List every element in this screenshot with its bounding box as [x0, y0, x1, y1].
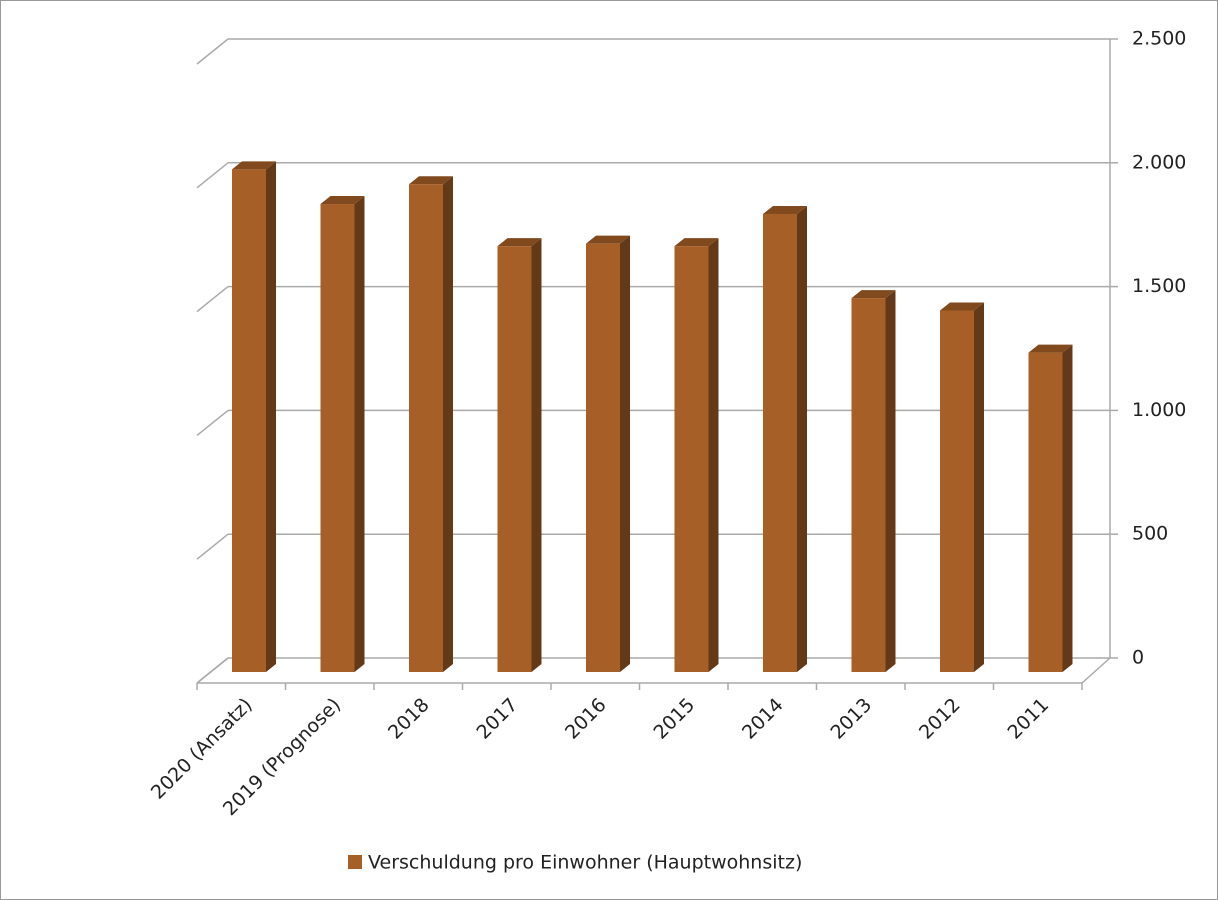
- legend-swatch: [348, 855, 362, 869]
- bar-top: [940, 302, 984, 311]
- bar: [674, 238, 719, 673]
- bar-top: [763, 205, 807, 214]
- bar-side: [443, 176, 453, 672]
- bar-front: [497, 246, 532, 673]
- bar-front: [674, 246, 709, 673]
- bar: [763, 205, 807, 672]
- bar: [586, 235, 630, 673]
- y-tick-label: 1.500: [1132, 275, 1186, 297]
- bar-front: [940, 310, 974, 672]
- grid-line-side: [196, 533, 229, 560]
- bar-side: [531, 238, 542, 673]
- y-tick-label: 0: [1132, 647, 1144, 669]
- bar-top: [1028, 344, 1073, 353]
- grid-line-side: [196, 38, 229, 65]
- bar: [497, 238, 542, 673]
- grid-line-side: [196, 409, 229, 436]
- bar: [320, 196, 365, 672]
- bar-top: [320, 196, 365, 205]
- bar-top: [232, 161, 276, 170]
- bar-side: [266, 161, 276, 672]
- bar-top: [497, 238, 542, 247]
- bar-top: [586, 235, 630, 244]
- bar-front: [586, 243, 620, 673]
- y-tick-label: 2.500: [1132, 28, 1186, 50]
- bar-side: [1062, 344, 1073, 672]
- bar: [232, 161, 276, 672]
- bar-side: [974, 302, 984, 672]
- bar-side: [885, 290, 896, 672]
- bar-top: [409, 176, 453, 185]
- bar-side: [797, 205, 807, 672]
- bar-front: [1028, 352, 1063, 672]
- bar-side: [708, 238, 719, 673]
- bar: [851, 290, 896, 672]
- grid-line-side: [196, 657, 229, 684]
- bar: [940, 302, 984, 672]
- floor-side: [1081, 657, 1111, 684]
- grid-line-side: [196, 286, 229, 313]
- bar: [1028, 344, 1073, 672]
- bar-top: [674, 238, 719, 247]
- bar-side: [620, 235, 630, 673]
- bar-front: [763, 213, 797, 672]
- bar-front: [320, 204, 355, 672]
- bar-front: [851, 298, 886, 672]
- y-tick-label: 2.000: [1132, 151, 1186, 173]
- y-tick-label: 500: [1132, 523, 1168, 545]
- grid-line-side: [196, 162, 229, 189]
- bar-front: [232, 169, 266, 672]
- bar: [409, 176, 453, 672]
- bar-side: [354, 196, 365, 672]
- legend-label: Verschuldung pro Einwohner (Hauptwohnsit…: [368, 852, 802, 874]
- bar-front: [409, 184, 443, 672]
- bar-top: [851, 290, 896, 299]
- y-tick-label: 1.000: [1132, 399, 1186, 421]
